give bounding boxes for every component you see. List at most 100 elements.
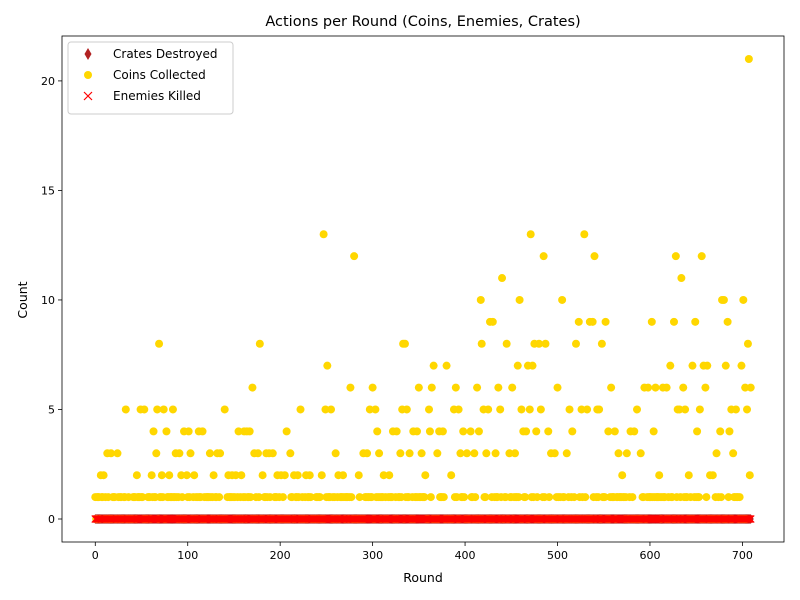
coin-point <box>580 230 589 239</box>
enemy-point <box>744 515 752 523</box>
chart-title: Actions per Round (Coins, Enemies, Crate… <box>265 14 580 30</box>
coin-point <box>536 405 545 414</box>
coin-point <box>703 361 712 370</box>
coin-point <box>327 405 336 414</box>
coin-point <box>178 493 187 502</box>
coin-point <box>159 405 168 414</box>
legend: Crates Destroyed Coins Collected Enemies K… <box>67 41 234 115</box>
coin-point <box>473 383 482 392</box>
coin-point <box>152 449 161 458</box>
legend-label: Enemies Killed <box>113 89 201 103</box>
coin-point <box>402 405 411 414</box>
coin-point <box>462 449 471 458</box>
coin-point <box>209 471 218 480</box>
coin-point <box>746 383 755 392</box>
legend-marker-coins <box>84 71 92 79</box>
coin-point <box>581 493 590 502</box>
legend-marker-enemies <box>83 91 93 101</box>
coin-point <box>618 471 627 480</box>
coin-point <box>371 405 380 414</box>
coin-point <box>306 493 315 502</box>
coin-point <box>365 405 374 414</box>
coin-point <box>331 449 340 458</box>
coin-point <box>245 427 254 436</box>
coin-point <box>630 427 639 436</box>
coin-point <box>590 252 599 261</box>
coin-point <box>494 383 503 392</box>
coin-point <box>168 405 177 414</box>
coin-point <box>500 493 509 502</box>
coin-point <box>510 449 519 458</box>
coin-point <box>688 361 697 370</box>
coin-point <box>373 427 382 436</box>
x-tick-label: 200 <box>270 549 291 562</box>
x-tick-label: 100 <box>177 549 198 562</box>
x-tick-label: 700 <box>732 549 753 562</box>
coin-point <box>280 471 289 480</box>
x-tick-label: 600 <box>639 549 660 562</box>
enemy-point <box>746 515 755 523</box>
coin-point <box>296 405 305 414</box>
coin-point <box>175 449 184 458</box>
coin-point <box>601 317 610 326</box>
coin-point <box>508 383 517 392</box>
coin-point <box>571 339 580 348</box>
coin-point <box>447 471 456 480</box>
coin-point <box>439 493 448 502</box>
coin-point <box>735 493 744 502</box>
coin-point <box>471 493 480 502</box>
coin-point <box>155 339 164 348</box>
coin-point <box>339 471 348 480</box>
coin-point <box>679 383 688 392</box>
coin-point <box>588 317 597 326</box>
coin-point <box>577 405 586 414</box>
coin-point <box>697 252 706 261</box>
coin-point <box>184 427 193 436</box>
coin-point <box>526 230 535 239</box>
coin-point <box>545 493 554 502</box>
coin-point <box>595 405 604 414</box>
coin-point <box>628 493 637 502</box>
coin-point <box>694 493 703 502</box>
x-tick-label: 400 <box>455 549 476 562</box>
coin-point <box>636 449 645 458</box>
coin-point <box>568 427 577 436</box>
coin-point <box>268 449 277 458</box>
coin-point <box>460 493 469 502</box>
x-tick-label: 300 <box>362 549 383 562</box>
y-axis-label: Count <box>15 281 30 318</box>
coin-point <box>553 383 562 392</box>
coin-point <box>149 427 158 436</box>
coin-point <box>741 383 750 392</box>
coin-point <box>644 383 653 392</box>
coin-point <box>106 449 115 458</box>
coin-point <box>514 493 523 502</box>
coin-point <box>186 449 195 458</box>
coin-point <box>662 383 671 392</box>
coin-point <box>392 427 401 436</box>
coin-point <box>484 405 493 414</box>
coin-point <box>693 427 702 436</box>
coin-point <box>691 317 700 326</box>
coin-point <box>474 427 483 436</box>
coin-point <box>701 383 710 392</box>
coin-point <box>165 471 174 480</box>
y-tick-label: 20 <box>41 75 55 88</box>
coin-point <box>675 405 684 414</box>
coin-point <box>739 295 748 304</box>
coin-point <box>614 449 623 458</box>
coin-point <box>533 493 542 502</box>
coin-point <box>651 383 660 392</box>
coin-point <box>666 361 675 370</box>
coin-point <box>220 405 229 414</box>
coin-point <box>743 339 752 348</box>
coin-point <box>319 230 328 239</box>
coin-point <box>132 471 141 480</box>
coin-point <box>379 471 388 480</box>
coin-point <box>116 493 125 502</box>
coin-point <box>521 493 530 502</box>
coin-point <box>723 317 732 326</box>
coin-point <box>607 383 616 392</box>
coin-point <box>649 427 658 436</box>
